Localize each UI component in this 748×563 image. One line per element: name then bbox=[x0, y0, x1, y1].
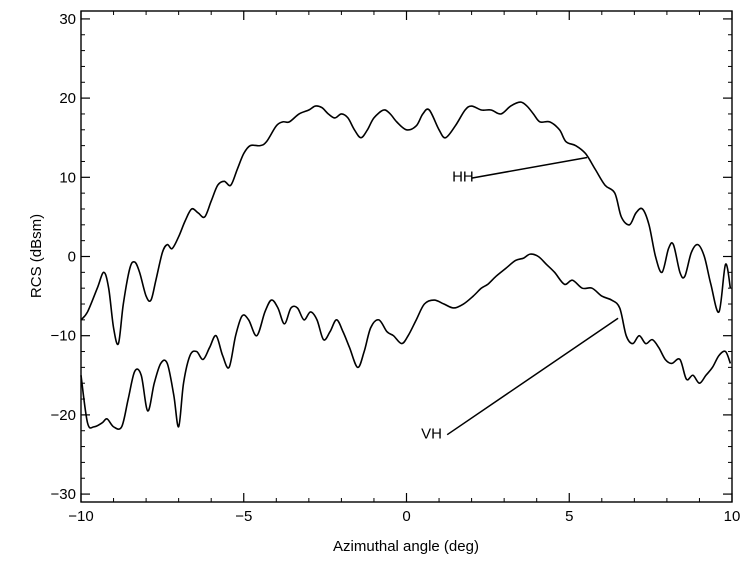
series-line-vh bbox=[80, 253, 732, 430]
series-lines bbox=[80, 101, 732, 430]
y-tick-label: −30 bbox=[51, 486, 76, 503]
y-tick-label: 10 bbox=[59, 169, 76, 186]
x-tick-label: 5 bbox=[565, 508, 573, 525]
annotations: HH VH bbox=[421, 156, 619, 443]
x-tick-label: 10 bbox=[724, 508, 741, 525]
y-tick-label: −10 bbox=[51, 328, 76, 345]
y-axis-label: RCS (dBsm) bbox=[28, 214, 45, 298]
annotation-label-vh: VH bbox=[421, 426, 442, 443]
annotation-leader-hh bbox=[471, 156, 588, 179]
x-tick-label: −5 bbox=[235, 508, 252, 525]
y-tick-label: 20 bbox=[59, 90, 76, 107]
y-tick-label: 30 bbox=[59, 11, 76, 28]
x-axis-label: Azimuthal angle (deg) bbox=[333, 538, 479, 555]
series-line-hh bbox=[80, 101, 732, 346]
annotation-label-hh: HH bbox=[452, 168, 474, 185]
annotation-leader-vh bbox=[446, 317, 619, 436]
plot-frame bbox=[80, 10, 733, 503]
x-tick-label: 0 bbox=[402, 508, 410, 525]
y-tick-label: 0 bbox=[68, 249, 76, 266]
x-tick-label: −10 bbox=[68, 508, 93, 525]
axis-ticks: −10 −5 0 5 10 −30 −20 −10 0 10 20 30 bbox=[51, 11, 741, 525]
y-tick-label: −20 bbox=[51, 407, 76, 424]
